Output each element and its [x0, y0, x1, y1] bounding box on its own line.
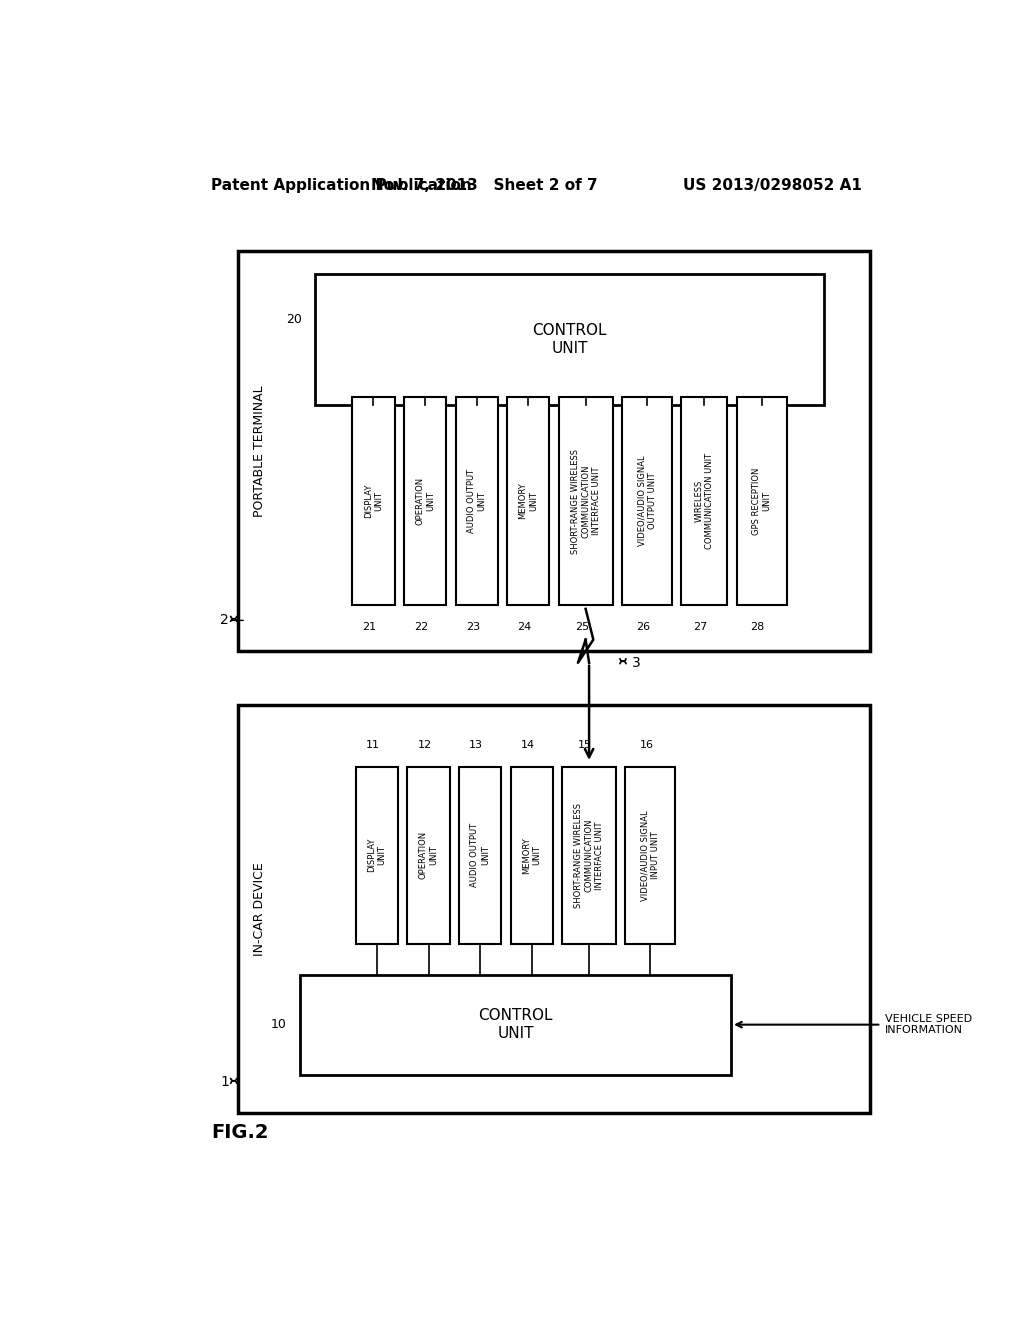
Text: 22: 22 — [414, 622, 428, 632]
Text: 13: 13 — [469, 739, 483, 750]
Text: 27: 27 — [693, 622, 708, 632]
Text: Patent Application Publication: Patent Application Publication — [211, 178, 472, 193]
Text: 28: 28 — [751, 622, 765, 632]
Text: 11: 11 — [367, 739, 380, 750]
Text: 2: 2 — [220, 614, 229, 627]
Bar — [403, 397, 446, 605]
Bar — [511, 767, 553, 944]
Text: CONTROL
UNIT: CONTROL UNIT — [532, 323, 606, 355]
Text: US 2013/0298052 A1: US 2013/0298052 A1 — [683, 178, 862, 193]
Text: 14: 14 — [521, 739, 535, 750]
Text: GPS RECEPTION
UNIT: GPS RECEPTION UNIT — [752, 467, 771, 535]
Bar — [507, 397, 550, 605]
Text: 25: 25 — [574, 622, 589, 632]
Text: 20: 20 — [286, 313, 302, 326]
Text: 21: 21 — [362, 622, 377, 632]
Bar — [622, 397, 672, 605]
Text: OPERATION
UNIT: OPERATION UNIT — [419, 832, 438, 879]
Text: AUDIO OUTPUT
UNIT: AUDIO OUTPUT UNIT — [467, 469, 486, 533]
Text: MEMORY
UNIT: MEMORY UNIT — [522, 837, 542, 874]
Text: VIDEO/AUDIO SIGNAL
INPUT UNIT: VIDEO/AUDIO SIGNAL INPUT UNIT — [641, 810, 660, 900]
Text: 26: 26 — [636, 622, 650, 632]
Text: 12: 12 — [418, 739, 432, 750]
Bar — [355, 767, 398, 944]
Text: VEHICLE SPEED
INFORMATION: VEHICLE SPEED INFORMATION — [885, 1014, 972, 1035]
Text: 15: 15 — [579, 739, 592, 750]
Text: IN-CAR DEVICE: IN-CAR DEVICE — [253, 862, 266, 956]
Text: PORTABLE TERMINAL: PORTABLE TERMINAL — [253, 385, 266, 517]
Text: CONTROL
UNIT: CONTROL UNIT — [478, 1008, 553, 1041]
Text: 16: 16 — [639, 739, 653, 750]
Bar — [562, 767, 616, 944]
Bar — [315, 275, 823, 405]
Text: 23: 23 — [466, 622, 480, 632]
Bar — [736, 397, 786, 605]
Text: 24: 24 — [517, 622, 531, 632]
Text: FIG.2: FIG.2 — [211, 1123, 269, 1142]
Text: DISPLAY
UNIT: DISPLAY UNIT — [368, 838, 387, 873]
Bar — [300, 974, 731, 1074]
Bar — [559, 397, 612, 605]
Text: MEMORY
UNIT: MEMORY UNIT — [518, 483, 538, 520]
Bar — [459, 767, 502, 944]
Text: SHORT-RANGE WIRELESS
COMMUNICATION
INTERFACE UNIT: SHORT-RANGE WIRELESS COMMUNICATION INTER… — [574, 803, 604, 908]
Bar — [626, 767, 676, 944]
Bar — [239, 251, 869, 651]
Bar — [456, 397, 498, 605]
Bar — [239, 705, 869, 1113]
Text: 10: 10 — [270, 1018, 287, 1031]
Text: Nov. 7, 2013   Sheet 2 of 7: Nov. 7, 2013 Sheet 2 of 7 — [372, 178, 598, 193]
Text: AUDIO OUTPUT
UNIT: AUDIO OUTPUT UNIT — [470, 824, 489, 887]
Text: OPERATION
UNIT: OPERATION UNIT — [416, 477, 435, 525]
Text: 1: 1 — [220, 1076, 229, 1089]
Text: DISPLAY
UNIT: DISPLAY UNIT — [364, 484, 383, 519]
Text: VIDEO/AUDIO SIGNAL
OUTPUT UNIT: VIDEO/AUDIO SIGNAL OUTPUT UNIT — [637, 455, 656, 546]
Text: SHORT-RANGE WIRELESS
COMMUNICATION
INTERFACE UNIT: SHORT-RANGE WIRELESS COMMUNICATION INTER… — [570, 449, 600, 553]
Bar — [352, 397, 394, 605]
Bar — [408, 767, 450, 944]
Text: WIRELESS
COMMUNICATION UNIT: WIRELESS COMMUNICATION UNIT — [694, 453, 714, 549]
Bar — [681, 397, 727, 605]
Text: 3: 3 — [632, 656, 640, 669]
